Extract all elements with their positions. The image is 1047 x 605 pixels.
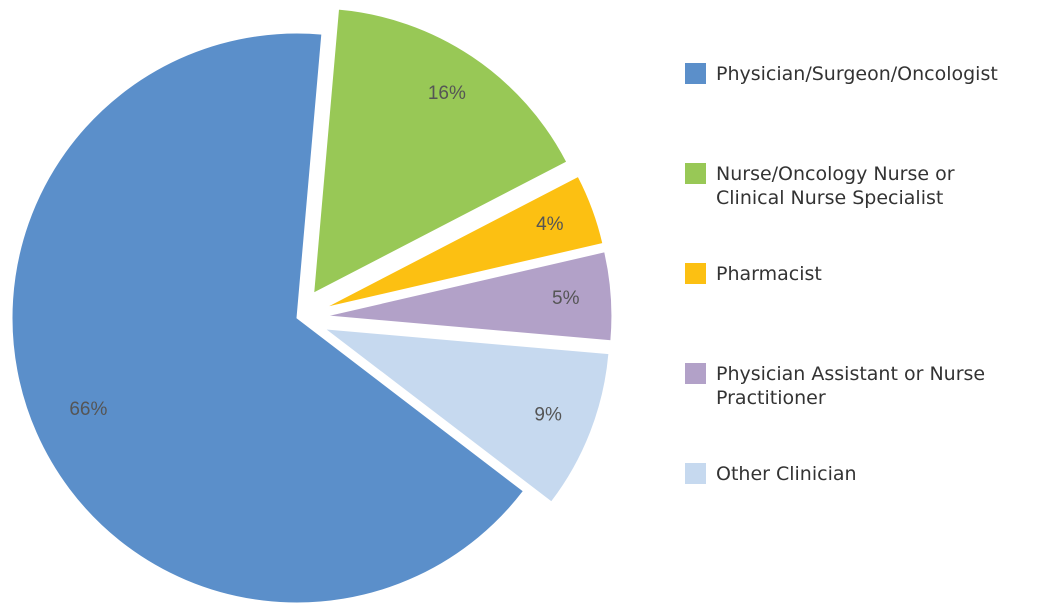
slice-label: 16% — [428, 83, 466, 104]
legend-item: Nurse/Oncology Nurse or Clinical Nurse S… — [685, 162, 1025, 262]
pie-slice — [11, 32, 525, 604]
slice-label: 66% — [69, 399, 107, 420]
pie-slice — [326, 251, 613, 342]
legend-swatch — [685, 63, 706, 84]
legend: Physician/Surgeon/Oncologist Nurse/Oncolo… — [685, 62, 1025, 562]
pie-slice — [323, 328, 610, 503]
slice-label: 9% — [534, 404, 562, 425]
legend-swatch — [685, 263, 706, 284]
legend-item: Physician/Surgeon/Oncologist — [685, 62, 1025, 162]
legend-label: Pharmacist — [716, 263, 822, 285]
legend-label: Physician Assistant or Nurse Practitione… — [716, 363, 986, 409]
legend-swatch — [685, 363, 706, 384]
slice-label: 4% — [536, 214, 564, 235]
legend-swatch — [685, 163, 706, 184]
legend-item: Other Clinician — [685, 462, 1025, 562]
legend-label: Nurse/Oncology Nurse or Clinical Nurse S… — [716, 163, 955, 209]
legend-label: Physician/Surgeon/Oncologist — [716, 63, 998, 85]
chart: 16% 4% 5% 9% 66% — [11, 8, 613, 604]
legend-item: Physician Assistant or Nurse Practitione… — [685, 362, 1025, 462]
pie-slice — [313, 8, 568, 294]
legend-swatch — [685, 463, 706, 484]
slice-label: 5% — [552, 288, 580, 309]
legend-item: Pharmacist — [685, 262, 1025, 362]
legend-label: Other Clinician — [716, 463, 857, 485]
pie-slice — [324, 175, 604, 309]
